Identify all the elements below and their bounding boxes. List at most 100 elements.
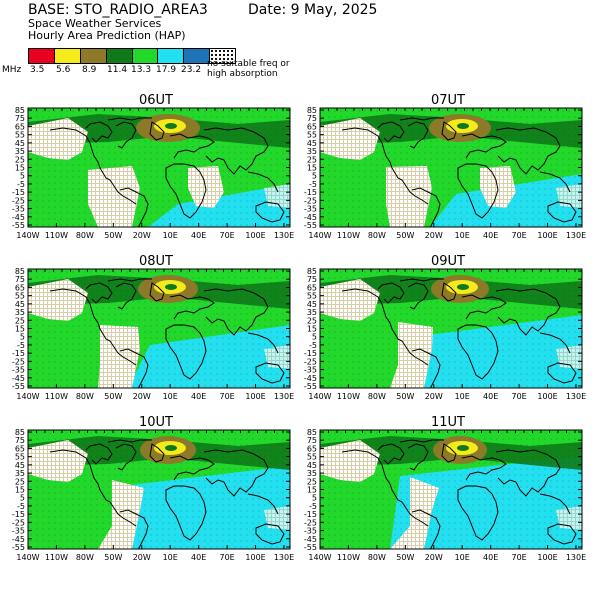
longitude-label: 50W [104, 231, 122, 240]
latitude-label: 75 [307, 114, 317, 123]
longitude-label: 40E [191, 231, 206, 240]
latitude-label: -15 [304, 510, 317, 519]
legend-level-2: 5.6 [56, 65, 71, 75]
longitude-label: 40E [483, 553, 498, 562]
auroral-center [165, 284, 177, 290]
no-suitable-area-north-america [320, 279, 380, 321]
latitude-label: -25 [304, 518, 317, 527]
latitude-label: -55 [304, 221, 317, 230]
no-suitable-area-south-atlantic [98, 325, 140, 388]
latitude-label: 35 [307, 147, 317, 156]
latitude-label: 5 [312, 172, 317, 181]
no-suitable-area-south-atlantic [390, 322, 433, 388]
latitude-label: -5 [309, 502, 317, 511]
latitude-label: 85 [307, 428, 317, 437]
longitude-label: 40E [483, 392, 498, 401]
latitude-label: 55 [307, 453, 317, 462]
latitude-label: 55 [307, 292, 317, 301]
auroral-center [165, 123, 177, 129]
latitude-label: 55 [307, 131, 317, 140]
no-suitable-line-1: no suitable freq or [207, 59, 290, 69]
longitude-label: 140W [308, 231, 331, 240]
latitude-label: -35 [12, 527, 25, 536]
auroral-center [457, 284, 469, 290]
date-label: Date: 9 May, 2025 [248, 2, 378, 18]
latitude-label: 65 [307, 444, 317, 453]
latitude-label: 25 [15, 477, 25, 486]
longitude-label: 100E [245, 392, 265, 401]
longitude-label: 100E [537, 392, 557, 401]
latitude-label: 45 [307, 461, 317, 470]
latitude-label: 55 [15, 131, 25, 140]
panel-title-5: 10UT [139, 415, 173, 430]
latitude-label: 65 [307, 122, 317, 131]
latitude-label: 25 [15, 316, 25, 325]
latitude-label: -55 [12, 382, 25, 391]
latitude-label: 35 [15, 308, 25, 317]
longitude-label: 50W [396, 553, 414, 562]
legend-swatch-6 [158, 49, 185, 63]
longitude-label: 10E [455, 553, 470, 562]
product-label: Hourly Area Prediction (HAP) [28, 29, 186, 42]
legend-level-5: 13.3 [131, 65, 152, 75]
latitude-label: 25 [15, 155, 25, 164]
latitude-label: 5 [20, 333, 25, 342]
latitude-label: 5 [312, 333, 317, 342]
latitude-label: 5 [312, 494, 317, 503]
longitude-label: 130E [566, 553, 586, 562]
legend-no-suitable-note: no suitable freq or high absorption [207, 59, 290, 79]
latitude-label: 55 [15, 292, 25, 301]
longitude-label: 50W [396, 392, 414, 401]
latitude-label: 15 [15, 325, 25, 334]
latitude-label: -15 [304, 188, 317, 197]
no-suitable-area-pacific [556, 184, 582, 208]
panel-title-1: 06UT [139, 93, 173, 108]
legend-unit: MHz [2, 65, 22, 75]
longitude-label: 130E [566, 392, 586, 401]
longitude-label: 50W [104, 392, 122, 401]
longitude-label: 10E [163, 392, 178, 401]
latitude-label: -35 [304, 527, 317, 536]
base-label: BASE: STO_RADIO_AREA3 [28, 2, 208, 18]
longitude-label: 100E [537, 553, 557, 562]
latitude-label: 5 [20, 172, 25, 181]
panel-title-2: 07UT [431, 93, 465, 108]
latitude-label: -45 [304, 374, 317, 383]
no-suitable-area-north-america [28, 279, 88, 321]
no-suitable-area-south-atlantic [390, 477, 439, 549]
latitude-label: -45 [304, 213, 317, 222]
latitude-label: 5 [20, 494, 25, 503]
latitude-label: -45 [304, 535, 317, 544]
longitude-label: 140W [16, 392, 39, 401]
latitude-label: 75 [15, 275, 25, 284]
latitude-label: 65 [15, 283, 25, 292]
no-suitable-area-africa [480, 166, 516, 208]
longitude-label: 130E [274, 231, 294, 240]
longitude-label: 70E [219, 392, 234, 401]
legend-level-7: 23.2 [181, 65, 202, 75]
latitude-label: -35 [304, 205, 317, 214]
legend-level-6: 17.9 [156, 65, 177, 75]
longitude-label: 100E [537, 231, 557, 240]
latitude-label: 35 [307, 469, 317, 478]
longitude-label: 50W [104, 553, 122, 562]
longitude-label: 40E [483, 231, 498, 240]
latitude-label: -35 [12, 205, 25, 214]
latitude-label: 65 [15, 122, 25, 131]
longitude-label: 110W [337, 231, 360, 240]
longitude-label: 20W [425, 231, 443, 240]
latitude-label: 75 [15, 436, 25, 445]
latitude-label: 85 [15, 106, 25, 115]
longitude-label: 110W [337, 392, 360, 401]
latitude-label: 25 [307, 155, 317, 164]
latitude-label: -45 [12, 213, 25, 222]
auroral-center [457, 445, 469, 451]
longitude-label: 20W [133, 231, 151, 240]
latitude-label: -5 [309, 341, 317, 350]
latitude-label: 25 [307, 316, 317, 325]
latitude-label: -15 [304, 349, 317, 358]
latitude-label: -5 [309, 180, 317, 189]
